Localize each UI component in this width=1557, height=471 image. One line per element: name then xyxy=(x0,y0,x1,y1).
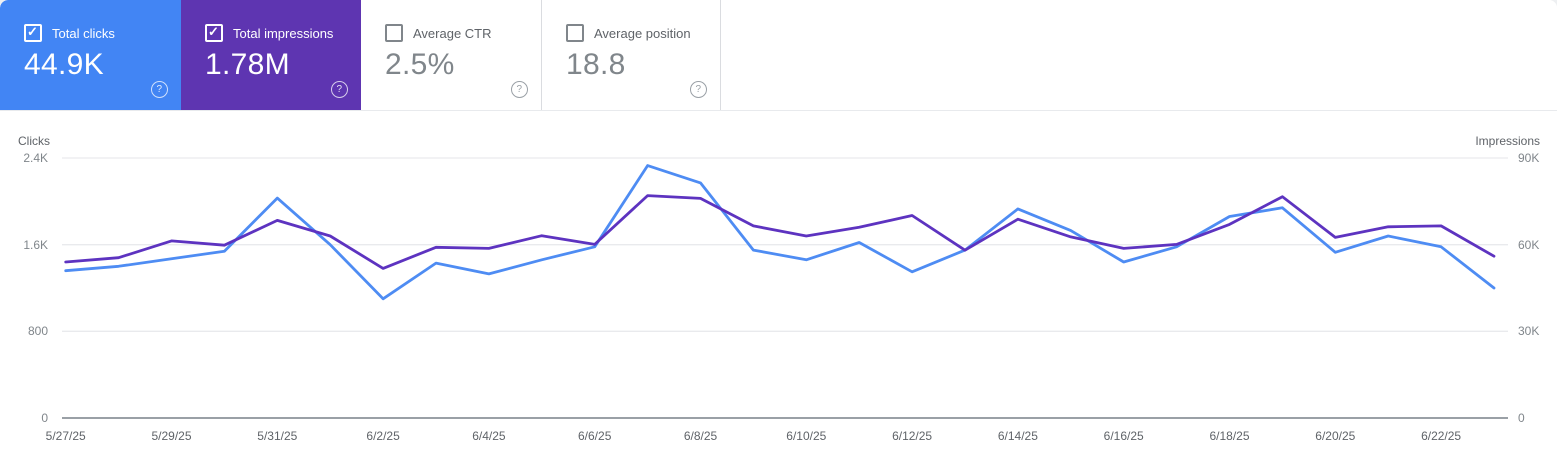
card-value: 1.78M xyxy=(205,48,290,81)
x-tick-label: 5/31/25 xyxy=(257,429,298,443)
metric-card-total-clicks[interactable]: Total clicks 44.9K xyxy=(0,0,181,110)
x-tick-label: 6/20/25 xyxy=(1315,429,1356,443)
chart-canvas[interactable] xyxy=(0,111,1557,471)
card-label: Average CTR xyxy=(413,25,492,41)
left-axis-title: Clicks xyxy=(18,134,50,148)
card-title-row: Total impressions xyxy=(205,24,333,42)
x-tick-label: 5/29/25 xyxy=(151,429,192,443)
card-label: Average position xyxy=(594,25,691,41)
x-tick-label: 6/12/25 xyxy=(892,429,933,443)
x-tick-label: 6/8/25 xyxy=(683,429,718,443)
x-tick-label: 6/14/25 xyxy=(997,429,1038,443)
x-tick-label: 6/16/25 xyxy=(1103,429,1144,443)
card-value: 18.8 xyxy=(566,48,626,81)
y-tick-label-left: 1.6K xyxy=(23,237,48,252)
metric-card-average-ctr[interactable]: Average CTR 2.5% xyxy=(361,0,541,110)
help-icon[interactable] xyxy=(331,81,348,98)
card-label: Total clicks xyxy=(52,25,115,41)
card-value: 2.5% xyxy=(385,48,455,81)
checkbox-average-ctr[interactable] xyxy=(385,24,403,42)
help-icon[interactable] xyxy=(151,81,168,98)
checkbox-total-impressions[interactable] xyxy=(205,24,223,42)
y-tick-label-left: 2.4K xyxy=(23,151,48,165)
help-icon[interactable] xyxy=(690,81,707,98)
y-tick-label-right: 0 xyxy=(1518,411,1525,425)
metric-card-average-position[interactable]: Average position 18.8 xyxy=(541,0,721,110)
x-tick-label: 6/18/25 xyxy=(1209,429,1250,443)
right-axis-title: Impressions xyxy=(1475,134,1540,148)
y-tick-label-right: 60K xyxy=(1518,237,1540,252)
y-tick-label-left: 0 xyxy=(41,411,48,425)
checkbox-total-clicks[interactable] xyxy=(24,24,42,42)
y-tick-label-right: 30K xyxy=(1518,324,1540,339)
x-tick-label: 5/27/25 xyxy=(45,429,86,443)
card-title-row: Average CTR xyxy=(385,24,492,42)
card-label: Total impressions xyxy=(233,25,334,41)
clicks-line[interactable] xyxy=(64,164,1496,301)
x-tick-label: 6/2/25 xyxy=(366,429,400,443)
performance-chart[interactable]: Clicks Impressions 0 800 1.6K 2.4K 0 30K 60K 90… xyxy=(0,111,1557,471)
x-tick-label: 6/6/25 xyxy=(578,429,612,443)
y-tick-label-left: 800 xyxy=(27,324,48,339)
metric-cards-row: Total clicks 44.9K Total impressions 1.7… xyxy=(0,0,1557,111)
checkbox-average-position[interactable] xyxy=(566,24,584,42)
y-tick-label-right: 90K xyxy=(1518,151,1540,165)
x-tick-label: 6/22/25 xyxy=(1421,429,1462,443)
card-value: 44.9K xyxy=(24,48,104,81)
x-tick-label: 6/4/25 xyxy=(472,429,506,443)
impressions-line[interactable] xyxy=(64,194,1496,270)
metric-card-total-impressions[interactable]: Total impressions 1.78M xyxy=(181,0,361,110)
card-title-row: Average position xyxy=(566,24,691,42)
help-icon[interactable] xyxy=(511,81,528,98)
card-title-row: Total clicks xyxy=(24,24,115,42)
x-tick-label: 6/10/25 xyxy=(786,429,827,443)
